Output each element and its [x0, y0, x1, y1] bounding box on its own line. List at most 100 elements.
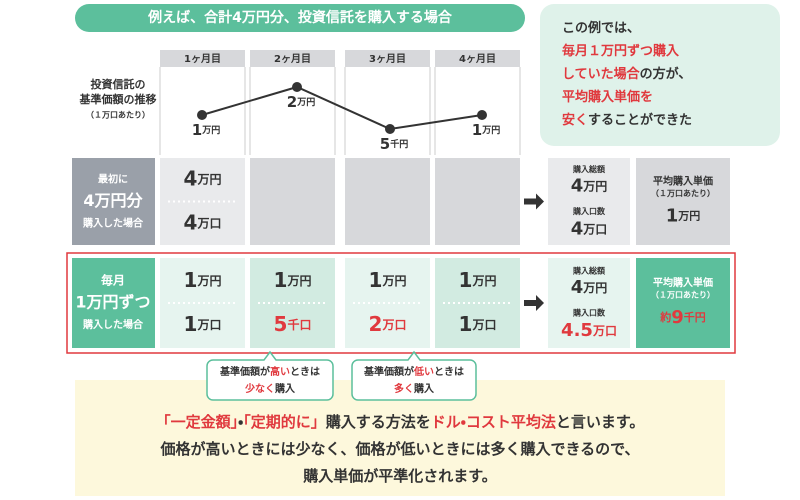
value-unit: 万円 — [286, 274, 311, 288]
text-line: 少なく購入 — [245, 382, 296, 395]
value-unit: 万口 — [196, 216, 221, 230]
value-number: 1 — [274, 268, 288, 292]
text-segment: していた場合 — [562, 66, 641, 82]
cell-bg — [345, 158, 430, 245]
average-label: 平均購入単価 — [653, 175, 713, 188]
cell-bg — [435, 258, 520, 348]
cell-bg — [160, 258, 245, 348]
price-point — [385, 124, 395, 134]
value-unit: 万口 — [196, 318, 221, 332]
value-number: 1 — [666, 206, 679, 227]
result-label: 購入総額 — [572, 266, 606, 276]
arrow — [524, 193, 544, 210]
text-line: 価格が高いときには少なく、価格が低いときには多く購入できるので、 — [159, 440, 639, 458]
value-unit: 万円 — [677, 210, 700, 223]
row-label: 1万円ずつ — [75, 293, 150, 312]
text-segment: と言います。 — [556, 413, 645, 431]
value-number: 1 — [369, 268, 383, 292]
value-unit: 万円 — [582, 281, 607, 295]
text-segment: 「定期的に」 — [243, 413, 326, 431]
value-number: 1 — [184, 268, 198, 292]
text-line: 「一定金額」・「定期的に」購入する方法をドル・コスト平均法と言います。 — [156, 413, 645, 431]
text-segment: 購入 — [274, 382, 296, 395]
month-header: 3ヶ月目 — [369, 53, 406, 65]
row-label: 毎月 — [101, 273, 125, 288]
value: 5千口 — [274, 312, 312, 336]
month-header-bg — [160, 50, 245, 67]
text-segment: 基準価額が — [363, 365, 415, 378]
text-segment: ドル・コスト平均法 — [431, 413, 556, 431]
value-unit: 千円 — [390, 138, 408, 150]
text-segment: 購入する方法を — [325, 413, 431, 431]
text-line: 購入単価が平準化されます。 — [302, 467, 497, 485]
value: 1万口 — [184, 312, 222, 336]
value-unit: 万円 — [481, 125, 500, 136]
text-segment: 多く — [394, 382, 414, 395]
text-segment: 少なく — [245, 382, 275, 395]
average-note: （１万口あたり） — [651, 290, 715, 300]
arrow — [524, 295, 544, 311]
value-number: 9 — [671, 307, 684, 328]
value-number: 2 — [287, 93, 297, 111]
average-bg — [636, 158, 730, 245]
value: 4万口 — [571, 219, 608, 240]
value-number: 1 — [472, 121, 482, 139]
average-bg — [636, 258, 730, 348]
value-number: 5 — [274, 312, 288, 336]
cell-bg — [435, 158, 520, 245]
value-unit: 万円 — [471, 274, 496, 288]
value-prefix: 約 — [659, 310, 671, 324]
cell-bg — [345, 258, 430, 348]
month-header: 4ヶ月目 — [459, 53, 496, 65]
value: 2万円 — [287, 93, 315, 111]
text-segment: 基準価額が — [219, 365, 271, 378]
value: 1万円 — [184, 268, 222, 292]
month-header: 2ヶ月目 — [274, 53, 311, 65]
text-segment: ときは — [290, 366, 320, 378]
value-number: 1 — [459, 312, 473, 336]
text-segment: することができた — [588, 112, 692, 128]
text-segment: ときは — [434, 366, 464, 378]
text-line: していた場合の方が、 — [562, 66, 691, 82]
text-segment: 購入 — [413, 382, 435, 395]
value-number: 4 — [571, 176, 584, 197]
text-segment: 購入単価が平準化されます。 — [302, 467, 497, 485]
result-label: 購入口数 — [572, 308, 606, 318]
text-segment: 平均購入単価を — [562, 89, 653, 105]
value-number: 1 — [192, 121, 202, 139]
month-header-bg — [345, 50, 430, 67]
callout-box — [351, 350, 477, 401]
result-label: 購入口数 — [572, 206, 606, 216]
value: 1万円 — [369, 268, 407, 292]
row-label-bg — [72, 158, 155, 245]
row-label: 最初に — [98, 173, 128, 186]
value: 4万円 — [571, 277, 608, 298]
value-unit: 万円 — [196, 274, 221, 288]
value-unit: 万口 — [381, 318, 406, 332]
text-segment: この例では、 — [562, 20, 640, 36]
value: 4万口 — [184, 210, 222, 234]
row-label-bg — [72, 258, 155, 348]
value-number: 1 — [184, 312, 198, 336]
text-segment: 価格が高いときには少なく、価格が低いときには多く購入できるので、 — [159, 440, 639, 458]
value-number: 4 — [571, 219, 584, 240]
result-label: 購入総額 — [572, 164, 606, 174]
value-unit: 万円 — [196, 172, 221, 186]
value: 4.5万口 — [561, 320, 617, 341]
result-bg — [548, 258, 630, 348]
month-header-bg — [435, 50, 520, 67]
value-unit: 万口 — [471, 318, 496, 332]
month-header: 1ヶ月目 — [184, 53, 221, 65]
price-point — [477, 110, 487, 120]
callout-box — [206, 350, 334, 401]
text-line: 安くすることができた — [562, 112, 692, 128]
cell-bg — [250, 258, 335, 348]
text-line: 基準価額が低いときは — [363, 365, 464, 378]
month-header-bg — [250, 50, 335, 67]
text-line: この例では、 — [562, 20, 640, 36]
value: 約9千円 — [659, 307, 706, 328]
price-point — [197, 110, 207, 120]
value-number: 4 — [571, 277, 584, 298]
